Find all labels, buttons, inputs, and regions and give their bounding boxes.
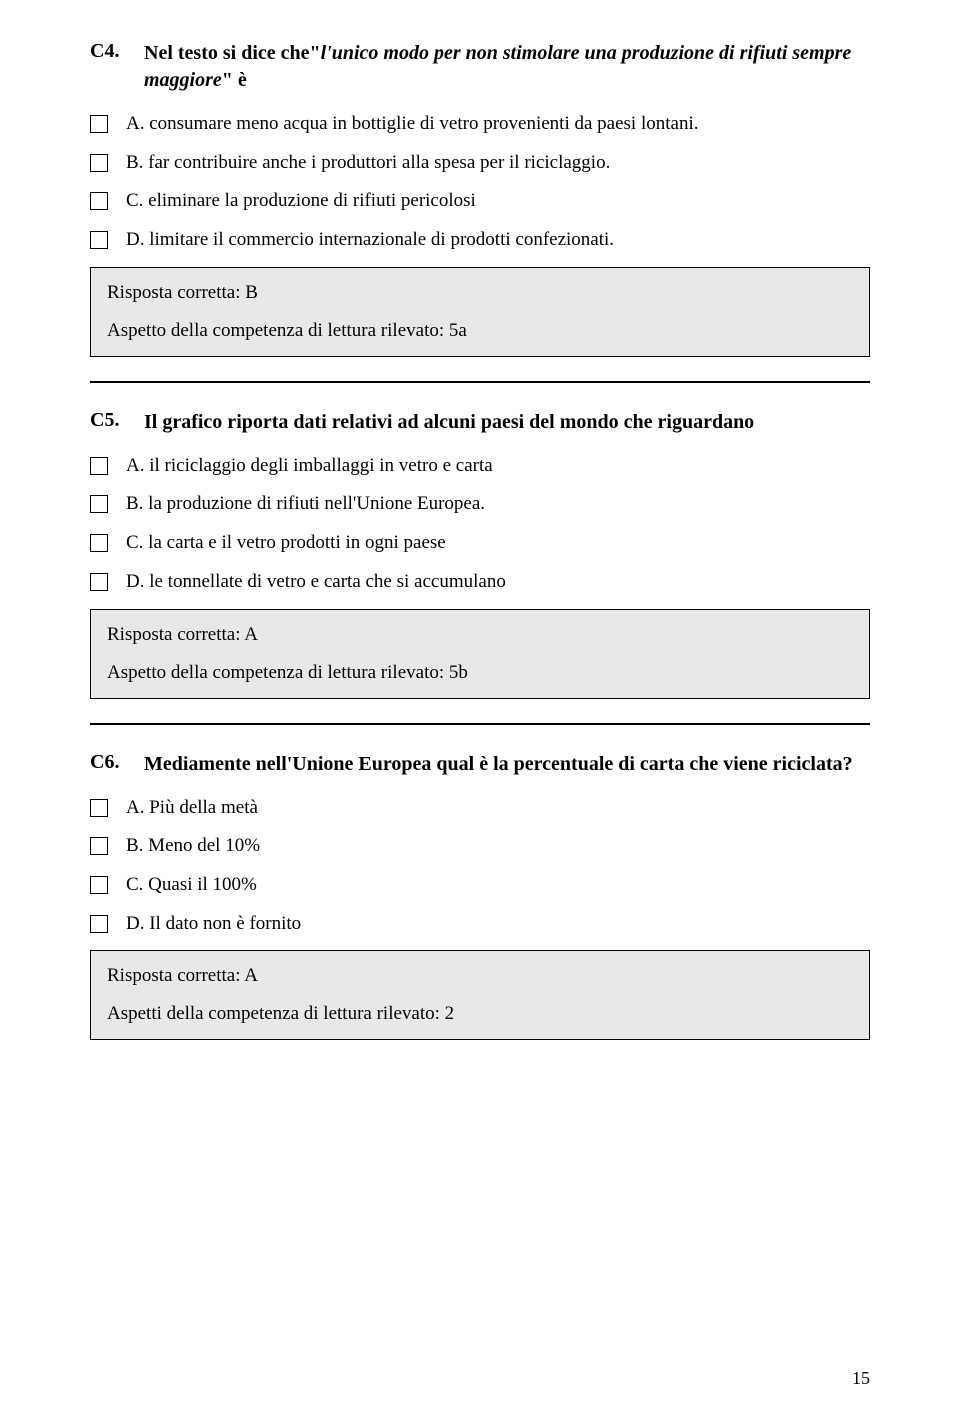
- correct-answer: Risposta corretta: A: [107, 624, 853, 646]
- option-a: A. il riciclaggio degli imballaggi in ve…: [90, 454, 870, 479]
- option-text: C. eliminare la produzione di rifiuti pe…: [126, 189, 476, 214]
- answer-box: Risposta corretta: B Aspetto della compe…: [90, 267, 870, 357]
- checkbox-icon[interactable]: [90, 154, 108, 172]
- option-b: B. far contribuire anche i produttori al…: [90, 151, 870, 176]
- question-c5: C5. Il grafico riporta dati relativi ad …: [90, 409, 870, 699]
- option-text: A. Più della metà: [126, 796, 258, 821]
- aspect-line: Aspetto della competenza di lettura rile…: [107, 320, 853, 342]
- divider: [90, 381, 870, 383]
- option-text: C. la carta e il vetro prodotti in ogni …: [126, 531, 446, 556]
- option-b: B. la produzione di rifiuti nell'Unione …: [90, 492, 870, 517]
- question-header: C4. Nel testo si dice che"l'unico modo p…: [90, 40, 870, 94]
- option-text: A. il riciclaggio degli imballaggi in ve…: [126, 454, 493, 479]
- option-text: D. le tonnellate di vetro e carta che si…: [126, 570, 506, 595]
- option-text: B. far contribuire anche i produttori al…: [126, 151, 610, 176]
- question-number: C6.: [90, 751, 144, 774]
- question-text: Mediamente nell'Unione Europea qual è la…: [144, 751, 853, 778]
- answer-box: Risposta corretta: A Aspetto della compe…: [90, 609, 870, 699]
- divider: [90, 723, 870, 725]
- checkbox-icon[interactable]: [90, 573, 108, 591]
- question-c6: C6. Mediamente nell'Unione Europea qual …: [90, 751, 870, 1041]
- option-d: D. Il dato non è fornito: [90, 912, 870, 937]
- question-number: C4.: [90, 40, 144, 63]
- correct-answer: Risposta corretta: B: [107, 282, 853, 304]
- question-header: C6. Mediamente nell'Unione Europea qual …: [90, 751, 870, 778]
- question-c4: C4. Nel testo si dice che"l'unico modo p…: [90, 40, 870, 357]
- question-number: C5.: [90, 409, 144, 432]
- option-c: C. eliminare la produzione di rifiuti pe…: [90, 189, 870, 214]
- option-c: C. la carta e il vetro prodotti in ogni …: [90, 531, 870, 556]
- checkbox-icon[interactable]: [90, 115, 108, 133]
- option-text: A. consumare meno acqua in bottiglie di …: [126, 112, 698, 137]
- checkbox-icon[interactable]: [90, 837, 108, 855]
- page-number: 15: [852, 1368, 870, 1389]
- option-d: D. le tonnellate di vetro e carta che si…: [90, 570, 870, 595]
- checkbox-icon[interactable]: [90, 192, 108, 210]
- checkbox-icon[interactable]: [90, 799, 108, 817]
- question-text: Nel testo si dice che"l'unico modo per n…: [144, 40, 870, 94]
- option-b: B. Meno del 10%: [90, 834, 870, 859]
- option-text: C. Quasi il 100%: [126, 873, 257, 898]
- option-text: B. la produzione di rifiuti nell'Unione …: [126, 492, 485, 517]
- checkbox-icon[interactable]: [90, 876, 108, 894]
- option-d: D. limitare il commercio internazionale …: [90, 228, 870, 253]
- option-text: D. Il dato non è fornito: [126, 912, 301, 937]
- checkbox-icon[interactable]: [90, 457, 108, 475]
- option-text: B. Meno del 10%: [126, 834, 260, 859]
- option-c: C. Quasi il 100%: [90, 873, 870, 898]
- question-header: C5. Il grafico riporta dati relativi ad …: [90, 409, 870, 436]
- aspect-line: Aspetti della competenza di lettura rile…: [107, 1003, 853, 1025]
- option-a: A. Più della metà: [90, 796, 870, 821]
- answer-box: Risposta corretta: A Aspetti della compe…: [90, 950, 870, 1040]
- page: C4. Nel testo si dice che"l'unico modo p…: [0, 0, 960, 1417]
- question-text: Il grafico riporta dati relativi ad alcu…: [144, 409, 754, 436]
- checkbox-icon[interactable]: [90, 534, 108, 552]
- aspect-line: Aspetto della competenza di lettura rile…: [107, 662, 853, 684]
- correct-answer: Risposta corretta: A: [107, 965, 853, 987]
- checkbox-icon[interactable]: [90, 915, 108, 933]
- option-a: A. consumare meno acqua in bottiglie di …: [90, 112, 870, 137]
- checkbox-icon[interactable]: [90, 231, 108, 249]
- checkbox-icon[interactable]: [90, 495, 108, 513]
- option-text: D. limitare il commercio internazionale …: [126, 228, 614, 253]
